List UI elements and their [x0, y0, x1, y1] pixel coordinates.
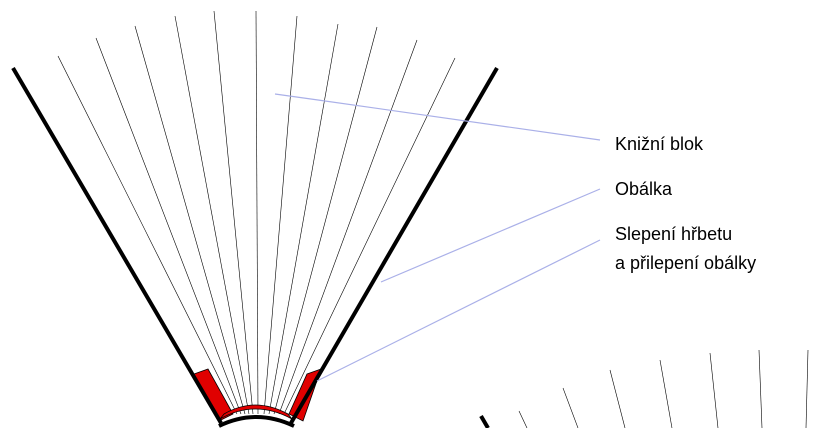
second-book-fan: [518, 349, 809, 428]
second-book-cover: [479, 414, 490, 428]
page-line: [805, 349, 809, 428]
page-line: [255, 10, 259, 415]
page-line: [278, 39, 418, 415]
book-block-pages: [57, 10, 456, 415]
page-line: [263, 15, 298, 415]
label-cover: Obálka: [615, 179, 673, 199]
label-book-block: Knižní blok: [615, 134, 704, 154]
cover: [11, 66, 499, 428]
page-line: [609, 369, 626, 428]
page-line: [95, 37, 242, 415]
page-line: [518, 410, 528, 428]
label-glue-line1: Slepení hřbetu: [615, 224, 732, 244]
page-line: [174, 15, 250, 415]
leader-book-block: [274, 93, 601, 141]
leader-lines: [274, 93, 601, 382]
leader-cover: [380, 188, 601, 283]
cover-right-board: [289, 66, 499, 425]
cover-spine: [218, 415, 295, 428]
page-line: [57, 55, 238, 415]
page-line: [758, 349, 763, 428]
page-line: [659, 359, 673, 428]
page-line: [283, 57, 456, 415]
page-line: [709, 352, 719, 428]
page-line: [273, 26, 378, 415]
glue-spine: [219, 404, 293, 420]
page-line: [268, 23, 339, 415]
page-line: [213, 10, 254, 415]
page-line: [562, 387, 579, 428]
page-line: [134, 25, 246, 415]
leader-glue: [316, 239, 601, 382]
label-glue-line2: a přilepení obálky: [615, 253, 756, 273]
cover-left-board: [11, 66, 223, 425]
